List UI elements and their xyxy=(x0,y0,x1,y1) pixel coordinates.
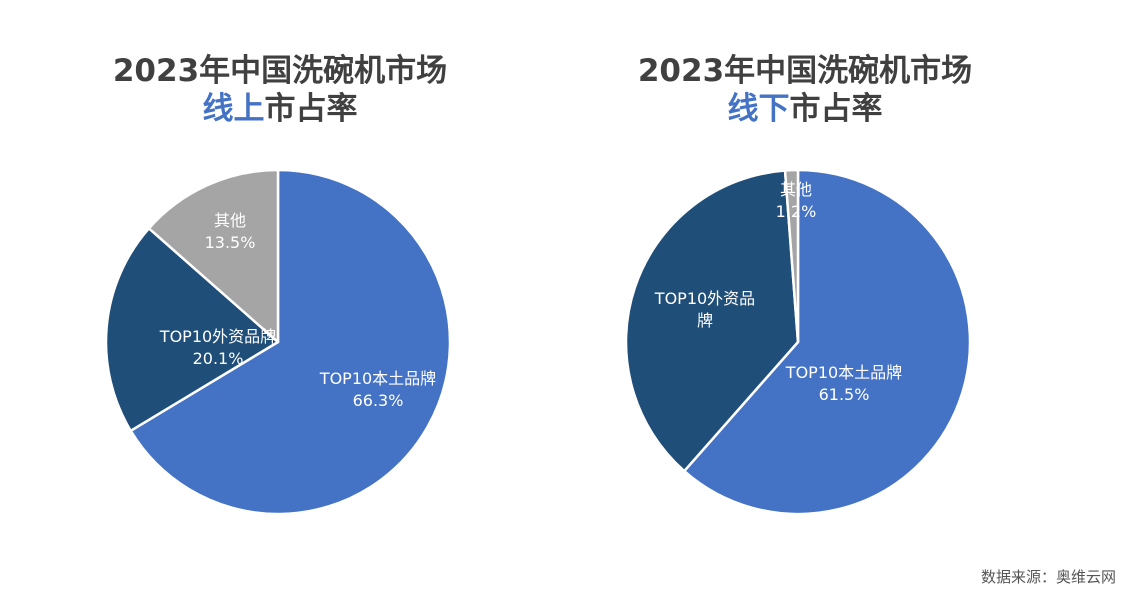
title-rest: 市占率 xyxy=(789,91,883,127)
slice-label: 其他 1.2% xyxy=(776,180,817,221)
slice-name-label: TOP10本土品牌 xyxy=(319,369,436,388)
slice-label: TOP10外资品牌 xyxy=(654,289,755,330)
pie-slice xyxy=(783,168,800,344)
slice-name-label: TOP10外资品牌 xyxy=(159,327,276,346)
chart-title-line2: 线上市占率 xyxy=(20,90,540,128)
title-highlight: 线下 xyxy=(727,91,790,127)
data-source-note: 数据来源：奥维云网 xyxy=(980,568,1116,586)
slice-label: TOP10本土品牌 61.5% xyxy=(785,363,902,404)
slice-value-label: 20.1% xyxy=(193,349,244,368)
online-pie-chart: 2023年中国洗碗机市场 线上市占率 TOP10本土品牌 66.3% TOP10外资… xyxy=(20,0,540,560)
slice-name-label: 其他 xyxy=(780,180,812,199)
slice-name-label: 牌 xyxy=(697,311,713,330)
slice-name-label: TOP10本土品牌 xyxy=(785,363,902,382)
slice-value-label: 1.2% xyxy=(776,202,817,221)
slice-value-label: 66.3% xyxy=(353,391,404,410)
pie-slice xyxy=(683,168,972,516)
pie-slice xyxy=(147,168,280,344)
slice-label: 其他 13.5% xyxy=(205,211,256,252)
chart-title-line1: 2023年中国洗碗机市场 xyxy=(112,53,448,89)
pie-slice xyxy=(129,168,452,516)
chart-title-line2: 线下市占率 xyxy=(545,90,1065,128)
pie-svg: TOP10本土品牌 61.5% TOP10外资品牌 其他 1.2% xyxy=(624,168,972,516)
slice-name-label: 其他 xyxy=(214,211,246,230)
pie-svg: TOP10本土品牌 66.3% TOP10外资品牌 20.1% 其他 13.5% xyxy=(104,168,452,516)
title-rest: 市占率 xyxy=(264,91,358,127)
slice-value-label: 61.5% xyxy=(819,385,870,404)
title-highlight: 线上 xyxy=(202,91,265,127)
slice-label: TOP10外资品牌 20.1% xyxy=(159,327,276,368)
slice-value-label: 13.5% xyxy=(205,233,256,252)
offline-pie-chart: 2023年中国洗碗机市场 线下市占率 TOP10本土品牌 61.5% TOP10外资… xyxy=(545,0,1065,560)
chart-title-line1: 2023年中国洗碗机市场 xyxy=(637,53,973,89)
slice-label: TOP10本土品牌 66.3% xyxy=(319,369,436,410)
pie-slice xyxy=(104,227,280,433)
slice-name-label: TOP10外资品 xyxy=(654,289,755,308)
pie-slice xyxy=(624,169,800,473)
